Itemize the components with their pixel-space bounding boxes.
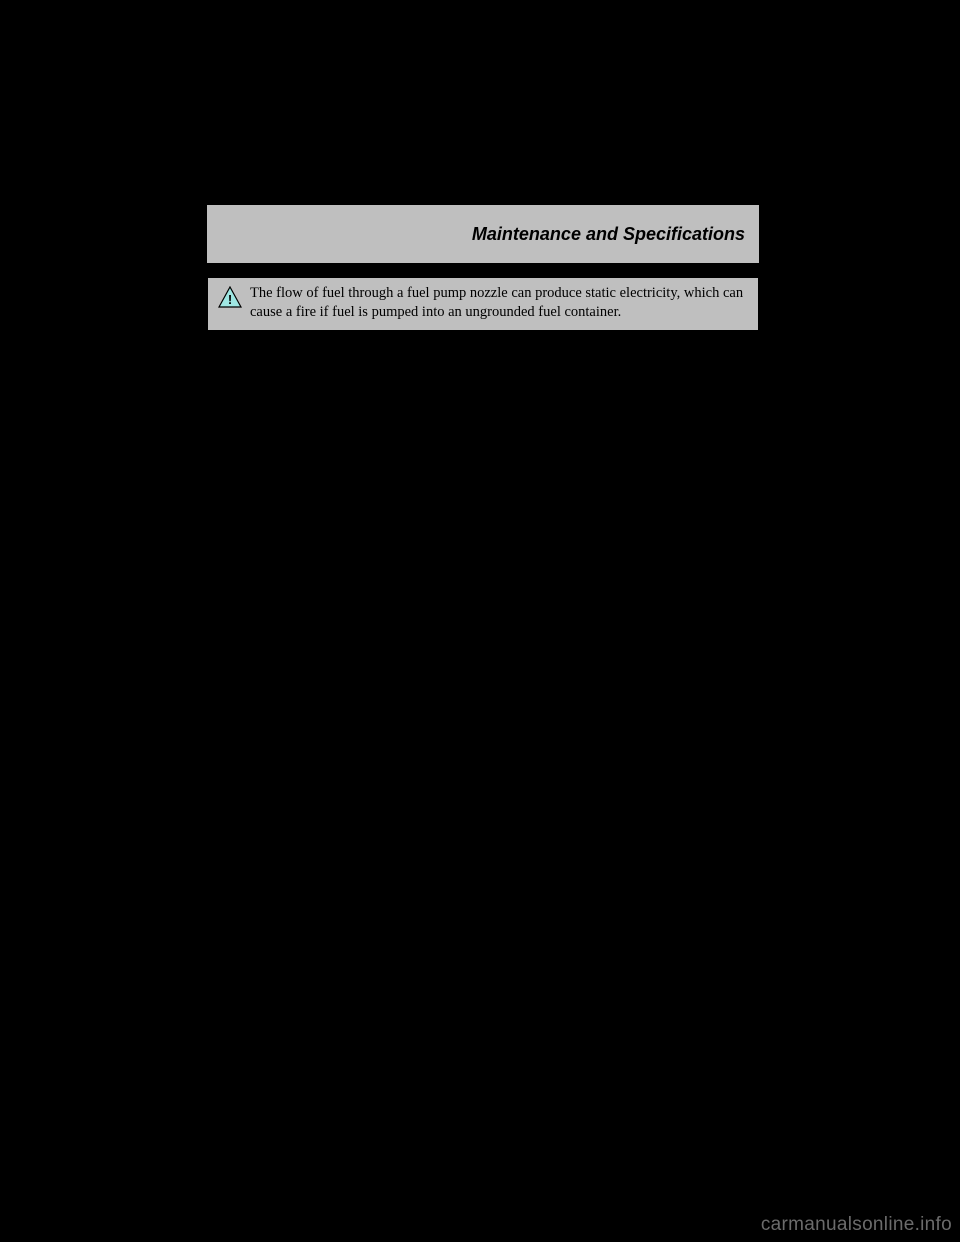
svg-text:!: ! [228,292,232,307]
warning-icon: ! [218,286,242,308]
watermark-text: carmanualsonline.info [761,1214,952,1236]
warning-callout: ! The flow of fuel through a fuel pump n… [207,277,759,331]
section-header-bar: Maintenance and Specifications [207,205,759,263]
section-title: Maintenance and Specifications [472,224,745,245]
manual-page: Maintenance and Specifications ! The flo… [207,205,759,331]
warning-text: The flow of fuel through a fuel pump noz… [250,285,743,320]
